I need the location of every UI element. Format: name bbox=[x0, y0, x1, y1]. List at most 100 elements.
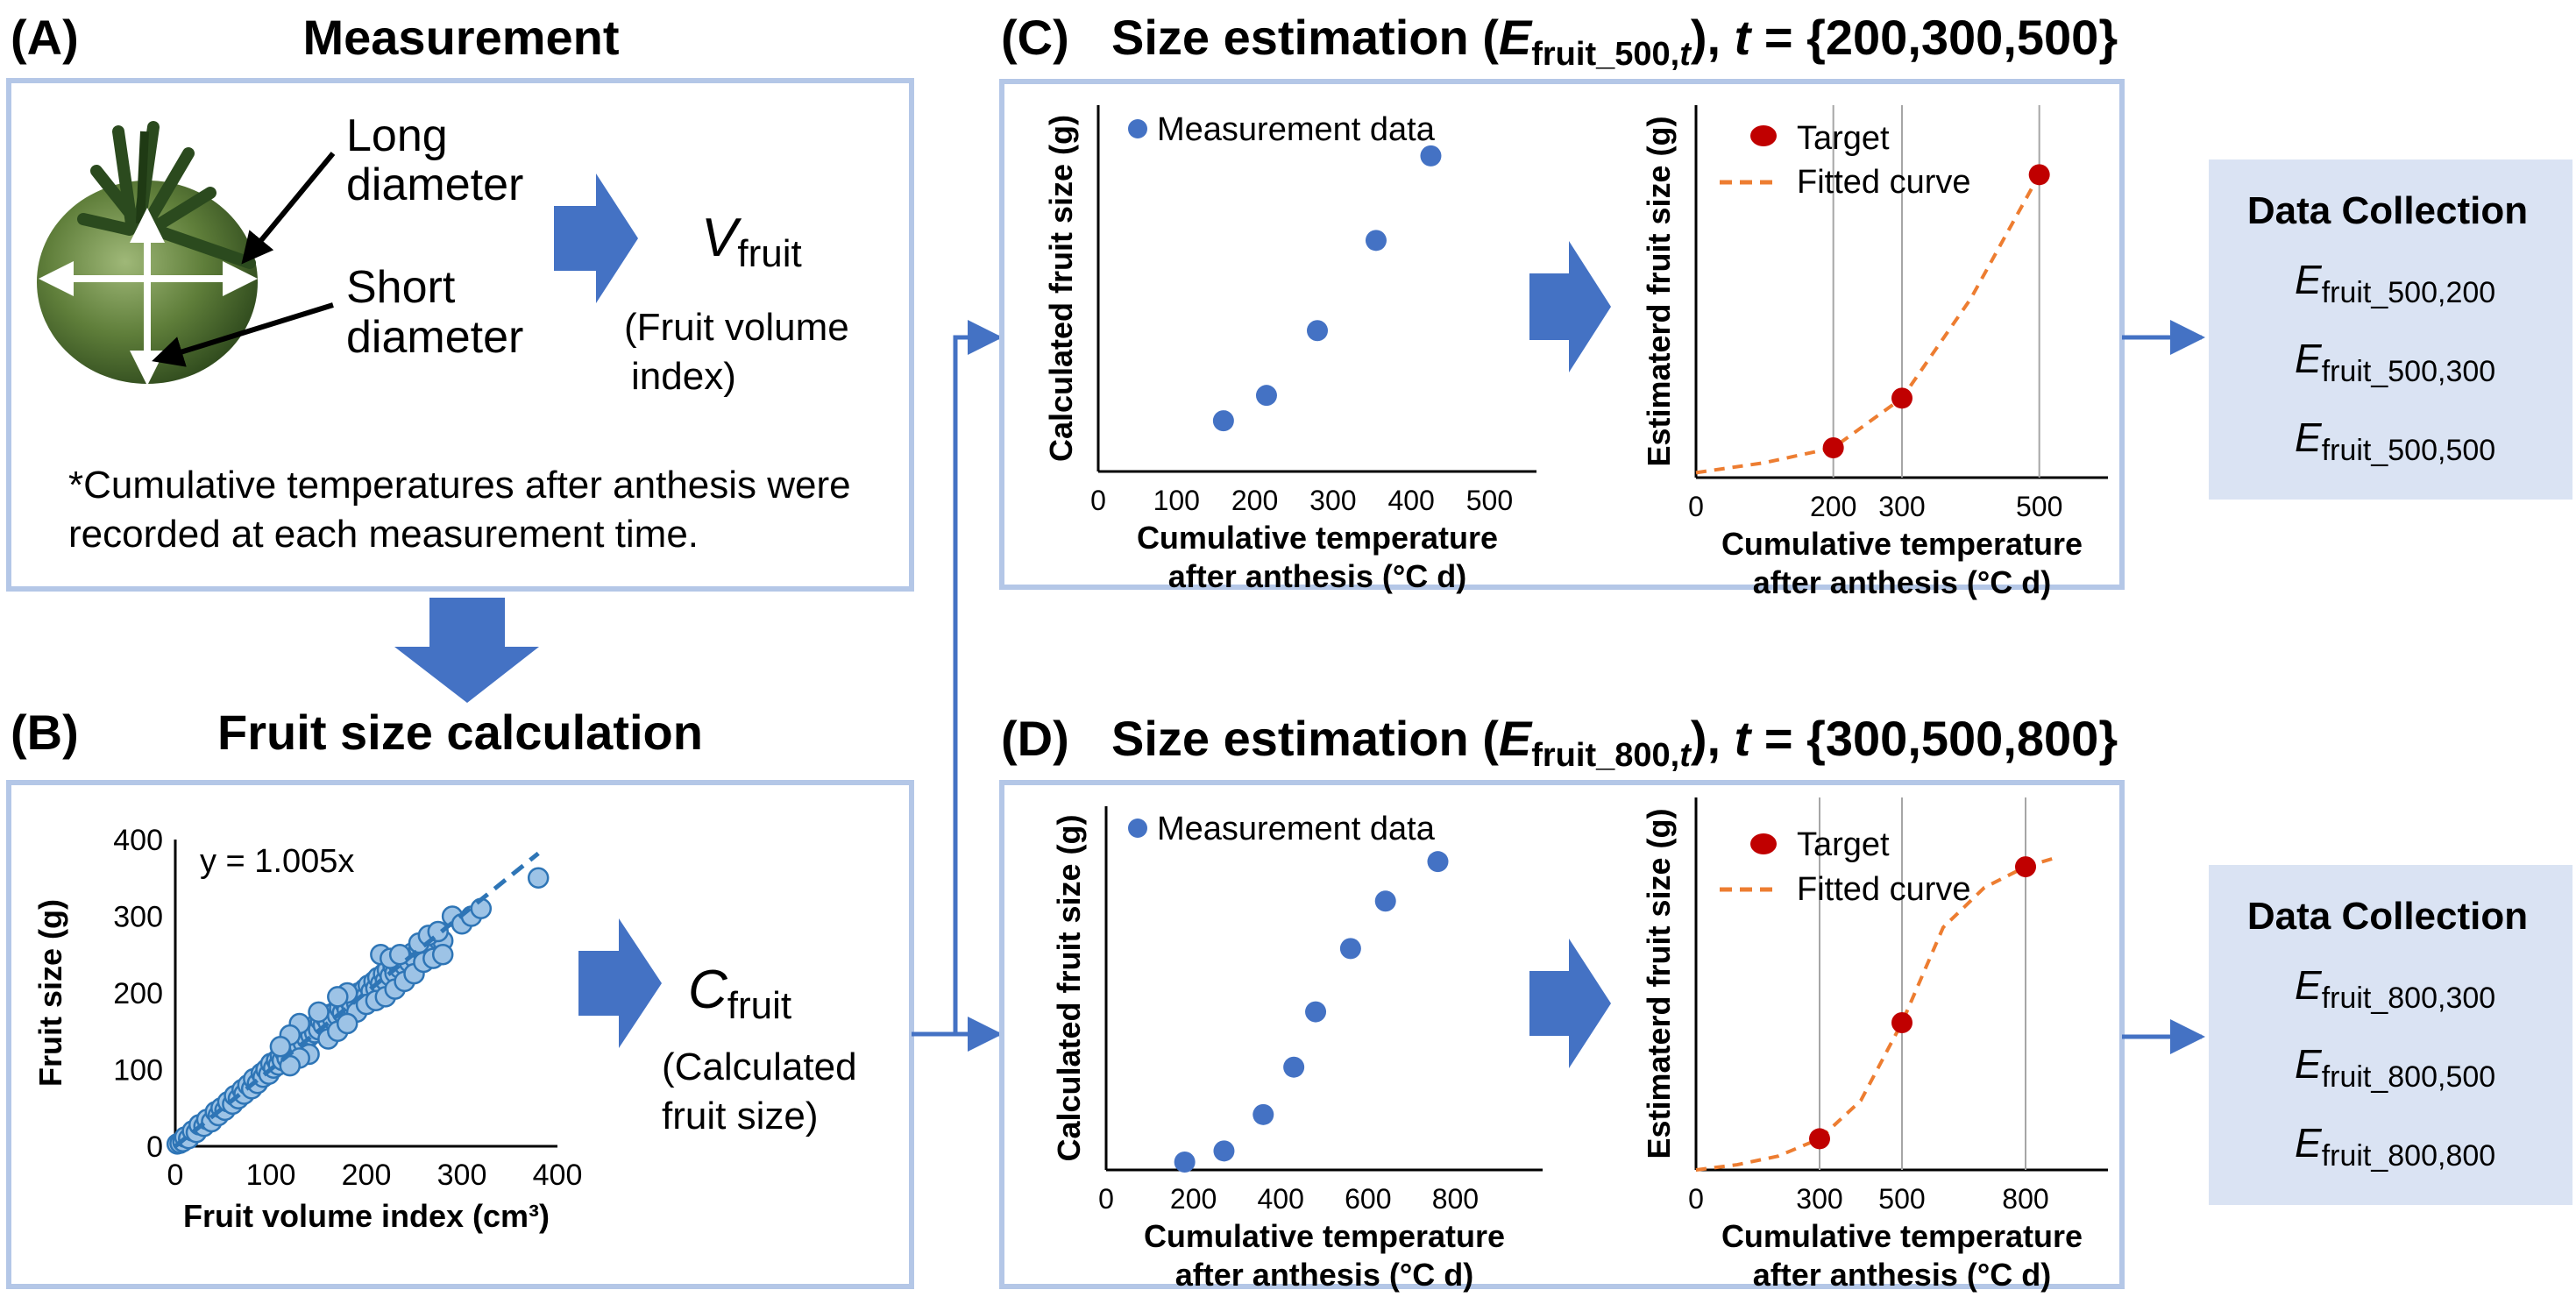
x-tick-label: 0 bbox=[1688, 1183, 1704, 1215]
cfruit-desc-1: (Calculated bbox=[662, 1045, 857, 1088]
measurement-point bbox=[1305, 1001, 1327, 1023]
collection-d-box bbox=[2209, 865, 2572, 1205]
panel-b-letter: (B) bbox=[11, 705, 79, 760]
legend-c-target: Target bbox=[1797, 120, 1890, 157]
x-tick-label: 400 bbox=[533, 1159, 583, 1192]
x-tick-label: 400 bbox=[1387, 485, 1434, 516]
long-diameter-pointer bbox=[241, 152, 336, 265]
y-tick-label: 400 bbox=[113, 824, 163, 857]
legend-d-target-marker bbox=[1750, 833, 1777, 854]
x-tick-label: 500 bbox=[2016, 491, 2062, 522]
x-axis-label: Fruit volume index (cm³) bbox=[183, 1198, 550, 1234]
x-tick-label: 400 bbox=[1258, 1183, 1304, 1215]
data-point bbox=[336, 1012, 358, 1035]
x-tick-label: 200 bbox=[1170, 1183, 1217, 1215]
fit-line bbox=[174, 851, 540, 1148]
target-point bbox=[1809, 1128, 1830, 1150]
panel-a-box bbox=[6, 78, 914, 592]
measurement-point bbox=[1427, 851, 1449, 873]
arrow-d-mid bbox=[1529, 939, 1611, 1068]
legend-d-measurement-marker bbox=[1128, 819, 1147, 838]
x-axis-label: after anthesis (°C d) bbox=[1168, 558, 1466, 594]
x-tick-label: 500 bbox=[1466, 485, 1513, 516]
data-point bbox=[269, 1036, 292, 1058]
x-tick-label: 800 bbox=[2002, 1183, 2048, 1215]
measurement-point bbox=[1212, 410, 1234, 432]
x-tick-label: 300 bbox=[1796, 1183, 1842, 1215]
chart-c-left: 0 100 200 300 400 500 Cumulative temperatureaf… bbox=[1043, 105, 1536, 594]
x-tick-label: 0 bbox=[1090, 485, 1106, 516]
long-diameter-label-2: diameter bbox=[346, 159, 523, 210]
vfruit-label: Vfruit bbox=[701, 208, 802, 275]
panel-a-letter: (A) bbox=[11, 10, 79, 65]
data-point bbox=[527, 867, 550, 889]
x-tick-label: 100 bbox=[246, 1159, 296, 1192]
measurement-point bbox=[1374, 890, 1396, 912]
collection-c-item-1: Efruit_500,200 bbox=[2295, 257, 2495, 309]
legend-c-fit: Fitted curve bbox=[1797, 164, 1971, 201]
arrow-a-to-v bbox=[554, 174, 638, 303]
x-tick-label: 300 bbox=[437, 1159, 487, 1192]
legend-c-target-marker bbox=[1750, 125, 1777, 146]
legend-c-measurement: Measurement data bbox=[1157, 111, 1436, 148]
connector-b-to-c bbox=[912, 320, 1003, 1037]
legend-d-fit: Fitted curve bbox=[1797, 871, 1971, 908]
panel-b-title: Fruit size calculation bbox=[217, 705, 703, 760]
short-diameter-label-2: diameter bbox=[346, 312, 523, 363]
collection-c-title: Data Collection bbox=[2247, 189, 2528, 232]
data-point bbox=[388, 944, 411, 966]
x-axis-label: Cumulative temperature bbox=[1721, 1218, 2083, 1254]
x-axis-label: Cumulative temperature bbox=[1144, 1218, 1505, 1254]
data-point bbox=[431, 944, 454, 966]
chart-b: 0 100 200 300 400 0 100 200 300 400 Fruit volume i… bbox=[32, 824, 582, 1234]
y-axis-label: Calculated fruit size (g) bbox=[1051, 814, 1087, 1161]
long-diameter-label-1: Long bbox=[346, 110, 448, 161]
y-tick-label: 100 bbox=[113, 1054, 163, 1088]
measurement-point bbox=[1253, 1103, 1274, 1125]
note-line-1: *Cumulative temperatures after anthesis … bbox=[68, 464, 851, 507]
legend-d-measurement: Measurement data bbox=[1157, 811, 1436, 847]
x-axis-label: after anthesis (°C d) bbox=[1753, 564, 2051, 600]
x-tick-label: 300 bbox=[1878, 491, 1925, 522]
x-tick-label: 600 bbox=[1345, 1183, 1391, 1215]
chart-b-equation: y = 1.005x bbox=[200, 843, 354, 880]
x-axis-label: Cumulative temperature bbox=[1721, 526, 2083, 562]
short-diameter-label-1: Short bbox=[346, 262, 456, 313]
panel-d-title: Size estimation (Efruit_800,t), t = {300… bbox=[1111, 711, 2118, 774]
collection-d-item-1: Efruit_800,300 bbox=[2295, 962, 2495, 1015]
collection-d-item-2: Efruit_800,500 bbox=[2295, 1041, 2495, 1094]
measurement-point bbox=[1255, 385, 1277, 407]
target-point bbox=[1822, 437, 1844, 458]
measurement-point bbox=[1174, 1151, 1196, 1173]
x-axis-label: Cumulative temperature bbox=[1137, 520, 1498, 556]
panel-c-box bbox=[999, 79, 2125, 590]
vfruit-desc-2: index) bbox=[631, 355, 736, 398]
panel-c-letter: (C) bbox=[1001, 10, 1069, 65]
target-point bbox=[1891, 1011, 1912, 1033]
measurement-point bbox=[1307, 320, 1328, 342]
target-point bbox=[1891, 387, 1912, 409]
x-tick-label: 300 bbox=[1309, 485, 1356, 516]
collection-c-box bbox=[2209, 159, 2572, 500]
x-tick-label: 200 bbox=[342, 1159, 392, 1192]
data-point bbox=[327, 986, 349, 1008]
x-tick-label: 200 bbox=[1810, 491, 1856, 522]
cfruit-label: Cfruit bbox=[688, 960, 791, 1027]
panel-d-letter: (D) bbox=[1001, 711, 1069, 766]
y-axis-label: Estimaterd fruit size (g) bbox=[1641, 808, 1677, 1159]
target-point bbox=[2015, 856, 2036, 878]
fitted-curve bbox=[1695, 856, 2055, 1172]
arrow-c-mid bbox=[1529, 241, 1611, 372]
collection-d-title: Data Collection bbox=[2247, 895, 2528, 938]
y-tick-label: 200 bbox=[113, 977, 163, 1010]
y-axis-label: Fruit size (g) bbox=[32, 899, 68, 1087]
legend-c-measurement-marker bbox=[1128, 119, 1147, 138]
x-tick-label: 0 bbox=[1098, 1183, 1114, 1215]
x-axis-label: after anthesis (°C d) bbox=[1175, 1257, 1473, 1293]
measurement-point bbox=[1213, 1140, 1235, 1162]
legend-d-target: Target bbox=[1797, 826, 1890, 863]
x-tick-label: 0 bbox=[1688, 491, 1704, 522]
